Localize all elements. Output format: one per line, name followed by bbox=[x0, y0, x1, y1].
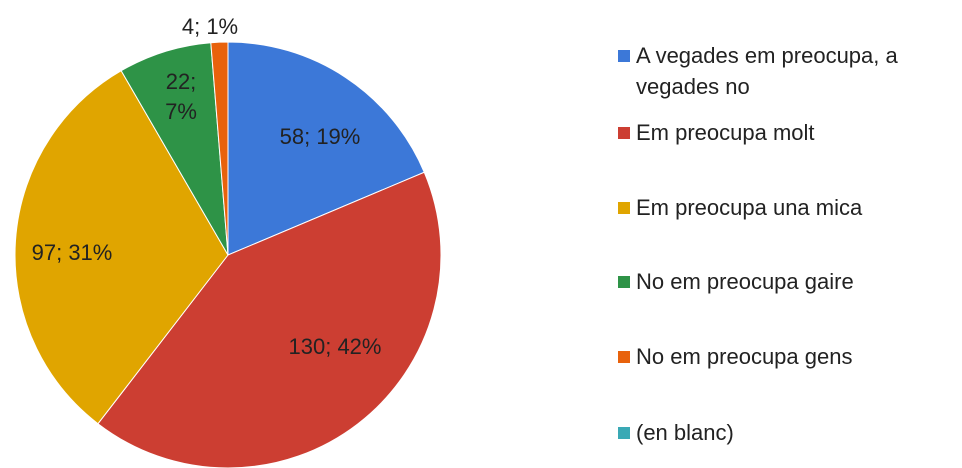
legend-item: No em preocupa gens bbox=[618, 341, 958, 372]
legend-label: Em preocupa una mica bbox=[636, 195, 863, 220]
legend-label: (en blanc) bbox=[636, 420, 734, 445]
data-label: 97; 31% bbox=[31, 240, 113, 265]
legend-item: (en blanc) bbox=[618, 417, 958, 448]
legend-swatch bbox=[618, 351, 630, 363]
data-label: 22; 7% bbox=[165, 69, 197, 124]
data-label: 130; 42% bbox=[288, 334, 382, 359]
legend-label: A vegades em preocupa, a vegades no bbox=[636, 43, 898, 99]
data-label: 58; 19% bbox=[279, 124, 361, 149]
legend-swatch bbox=[618, 427, 630, 439]
legend-item: No em preocupa gaire bbox=[618, 266, 958, 297]
legend-label: No em preocupa gaire bbox=[636, 269, 854, 294]
slice bbox=[97, 171, 442, 468]
slice bbox=[227, 41, 425, 256]
legend-swatch bbox=[618, 127, 630, 139]
legend-label: Em preocupa molt bbox=[636, 120, 815, 145]
legend-swatch bbox=[618, 202, 630, 214]
slice bbox=[14, 70, 229, 425]
legend-item: Em preocupa molt bbox=[618, 117, 958, 148]
legend-item: A vegades em preocupa, a vegades no bbox=[618, 40, 958, 102]
data-label: 4; 1% bbox=[181, 14, 239, 39]
legend-label: No em preocupa gens bbox=[636, 344, 853, 369]
legend-swatch bbox=[618, 276, 630, 288]
legend-swatch bbox=[618, 50, 630, 62]
legend-item: Em preocupa una mica bbox=[618, 192, 958, 223]
